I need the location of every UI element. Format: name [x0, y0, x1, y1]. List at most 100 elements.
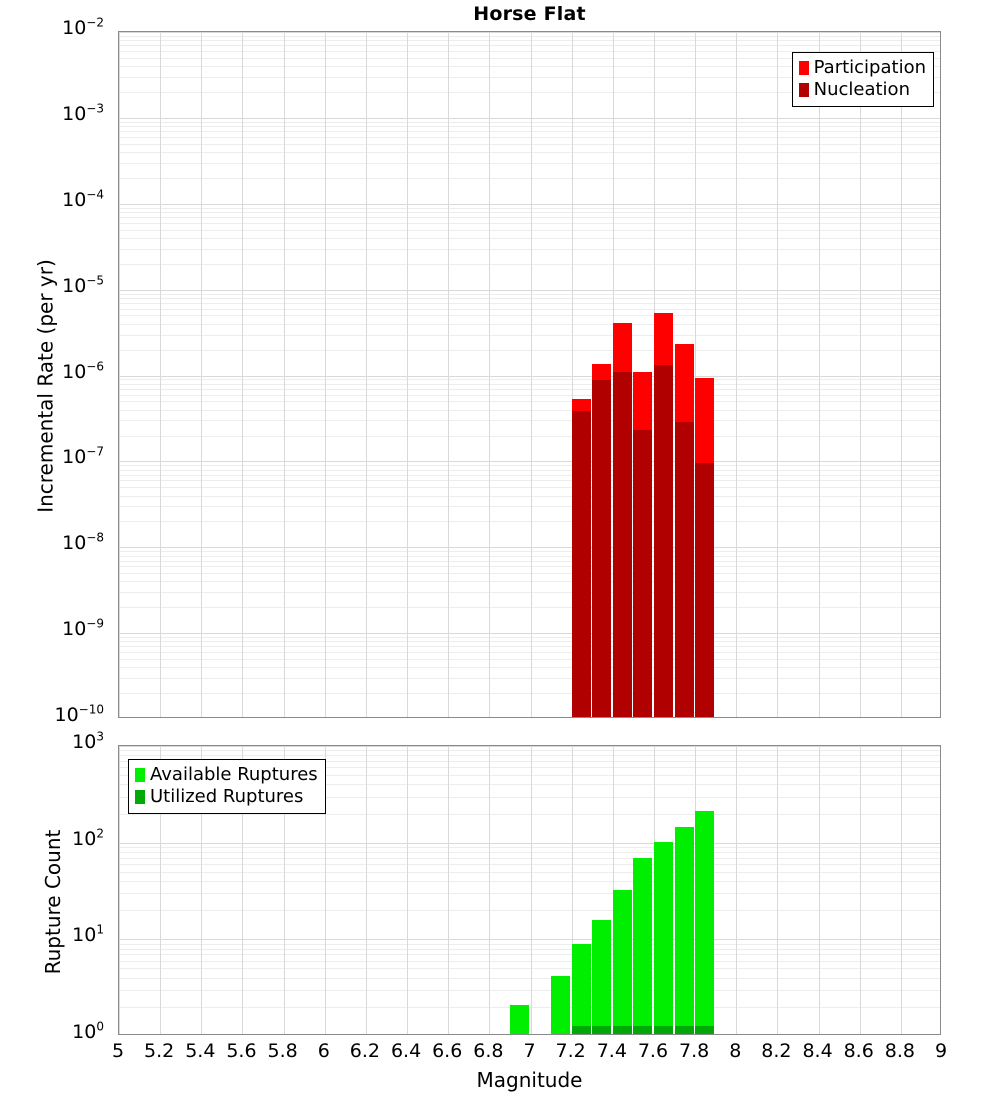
gridline-minor: [119, 852, 940, 853]
gridline-minor: [119, 475, 940, 476]
gridline-minor: [119, 137, 940, 138]
legend-label-nucleation: Nucleation: [813, 78, 910, 100]
legend-rupture-count: Available Ruptures Utilized Ruptures: [128, 759, 326, 814]
bar-available-ruptures: [612, 889, 632, 1034]
gridline-vertical: [819, 746, 820, 1034]
gridline-major: [119, 633, 940, 634]
gridline-vertical: [242, 746, 243, 1034]
gridline-vertical: [736, 746, 737, 1034]
gridline-minor: [119, 389, 940, 390]
y-axis-ticks-top: 10−2 10−3 10−4 10−5 10−6 10−7 10−8 10−9 10−10: [0, 17, 112, 725]
gridline-minor: [119, 487, 940, 488]
gridline-vertical: [201, 32, 202, 717]
gridline-vertical: [695, 32, 696, 717]
gridline-minor: [119, 324, 940, 325]
gridline-minor: [119, 51, 940, 52]
gridline-minor: [119, 309, 940, 310]
gridline-minor: [119, 212, 940, 213]
x-tick-label: 7.2: [555, 1040, 586, 1062]
gridline-minor: [119, 480, 940, 481]
gridline-vertical: [325, 746, 326, 1034]
bar-utilized-ruptures: [695, 1025, 715, 1034]
bar-available-ruptures: [674, 826, 694, 1034]
x-tick-label: 8.8: [884, 1040, 915, 1062]
gridline-minor: [119, 384, 940, 385]
x-tick-label: 6.6: [432, 1040, 463, 1062]
gridline-vertical: [448, 746, 449, 1034]
plot-area-bottom: [119, 746, 940, 1034]
gridline-vertical: [325, 32, 326, 717]
legend-item-utilized-ruptures: Utilized Ruptures: [135, 786, 318, 808]
gridline-vertical: [284, 746, 285, 1034]
y-tick-label: 101: [72, 923, 104, 947]
bar-available-ruptures: [633, 858, 653, 1034]
gridline-vertical: [736, 32, 737, 717]
gridline-major: [119, 204, 940, 205]
gridline-vertical: [572, 32, 573, 717]
gridline-major: [119, 118, 940, 119]
gridline-minor: [119, 152, 940, 153]
x-tick-label: 8.6: [843, 1040, 874, 1062]
bar-utilized-ruptures: [653, 1025, 673, 1034]
gridline-minor: [119, 470, 940, 471]
gridline-minor: [119, 646, 940, 647]
gridline-minor: [119, 496, 940, 497]
gridline-major: [119, 376, 940, 377]
gridline-minor: [119, 395, 940, 396]
y-axis-ticks-bottom: 103 102 101 100: [0, 731, 112, 1042]
gridline-minor: [119, 379, 940, 380]
y-tick-label: 10−8: [62, 530, 104, 555]
gridline-vertical: [407, 746, 408, 1034]
gridline-minor: [119, 968, 940, 969]
y-tick-label: 10−3: [62, 101, 104, 125]
available-ruptures-swatch-icon: [135, 767, 145, 782]
gridline-minor: [119, 223, 940, 224]
gridline-minor: [119, 551, 940, 552]
gridline-vertical: [777, 746, 778, 1034]
bar-available-ruptures: [571, 944, 591, 1034]
gridline-minor: [119, 420, 940, 421]
legend-item-participation: Participation: [798, 57, 926, 79]
gridline-minor: [119, 45, 940, 46]
gridline-minor: [119, 944, 940, 945]
x-tick-label: 5.2: [144, 1040, 175, 1062]
gridline-minor: [119, 122, 940, 123]
gridline-vertical: [531, 746, 532, 1034]
y-tick-label: 10−10: [54, 702, 104, 726]
x-tick-label: 7: [523, 1040, 536, 1062]
legend-label-participation: Participation: [813, 57, 926, 78]
gridline-minor: [119, 775, 940, 776]
x-tick-label: 8: [729, 1040, 742, 1062]
gridline-vertical: [242, 32, 243, 717]
gridline-vertical: [489, 32, 490, 717]
bar-nucleation: [653, 365, 673, 717]
gridline-minor: [119, 607, 940, 608]
gridline-minor: [119, 910, 940, 911]
bar-nucleation: [674, 422, 694, 717]
gridline-minor: [119, 303, 940, 304]
y-tick-label: 103: [72, 729, 104, 753]
gridline-minor: [119, 217, 940, 218]
gridline-minor: [119, 893, 940, 894]
x-tick-label: 5.4: [185, 1040, 216, 1062]
gridline-vertical: [901, 32, 902, 717]
gridline-minor: [119, 66, 940, 67]
gridline-vertical: [119, 746, 120, 1034]
gridline-minor: [119, 872, 940, 873]
gridline-minor: [119, 693, 940, 694]
gridline-minor: [119, 961, 940, 962]
gridline-minor: [119, 637, 940, 638]
y-tick-label: 10−4: [62, 187, 104, 211]
rupture-count-plot: Available Ruptures Utilized Ruptures: [118, 745, 941, 1035]
gridline-vertical: [531, 32, 532, 717]
gridline-minor: [119, 881, 940, 882]
bar-available-ruptures: [509, 1004, 529, 1034]
x-tick-label: 5.8: [267, 1040, 298, 1062]
gridline-major: [119, 939, 940, 940]
gridline-minor: [119, 178, 940, 179]
gridline-minor: [119, 864, 940, 865]
x-tick-label: 7.6: [637, 1040, 669, 1062]
gridline-minor: [119, 858, 940, 859]
y-axis-label-bottom: Rupture Count: [41, 829, 65, 975]
